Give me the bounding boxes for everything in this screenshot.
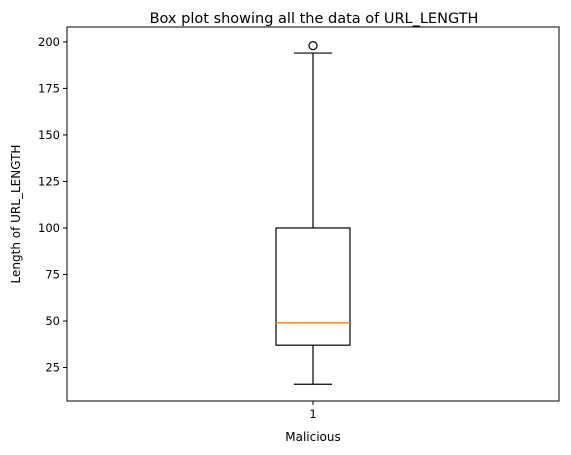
x-axis-label: Malicious — [285, 430, 341, 444]
y-axis-label: Length of URL_LENGTH — [9, 145, 23, 284]
x-tick-label: 1 — [309, 407, 316, 421]
x-axis: 1 — [309, 401, 317, 421]
y-tick-label: 25 — [45, 361, 60, 375]
y-axis: 25 50 75 100 125 150 175 200 — [38, 35, 67, 375]
box-group — [275, 41, 351, 385]
y-tick-label: 175 — [38, 81, 60, 95]
interquartile-box — [275, 227, 351, 346]
y-tick-label: 100 — [38, 221, 60, 235]
y-tick-label: 200 — [38, 35, 60, 49]
y-tick-label: 125 — [38, 174, 60, 188]
chart-title: Box plot showing all the data of URL_LEN… — [150, 11, 479, 27]
y-tick-label: 75 — [45, 267, 60, 281]
outlier-point — [308, 41, 318, 51]
y-tick-label: 50 — [45, 314, 60, 328]
y-tick-label: 150 — [38, 128, 60, 142]
